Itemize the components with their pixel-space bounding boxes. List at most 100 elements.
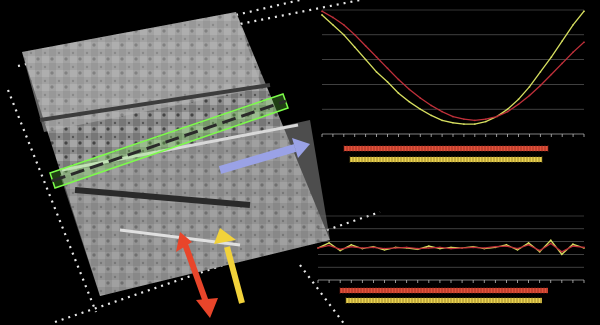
series-1-point	[328, 241, 330, 244]
series-2-point	[339, 248, 342, 251]
series-1-point	[408, 100, 411, 103]
dotted-line-bottom	[54, 210, 381, 324]
series-1-point	[441, 119, 443, 122]
chart-bottom-bars	[339, 287, 548, 304]
dotted-line-left	[6, 89, 98, 313]
series-1-point	[339, 249, 342, 252]
series-2-point	[372, 246, 375, 249]
aerial-photo	[22, 12, 330, 296]
series-1-point	[332, 23, 334, 26]
series-1-point	[528, 85, 531, 88]
series-1-point	[397, 92, 400, 94]
series-1-point	[484, 120, 487, 123]
series-1-point	[549, 239, 552, 242]
series-1-point	[419, 108, 422, 111]
series-2-point	[427, 247, 430, 249]
red-band	[340, 288, 548, 293]
dotted-line-bottom-right	[299, 264, 346, 325]
dotted-guide-lines	[6, 0, 381, 325]
series-1-point	[450, 246, 452, 249]
series-2-point	[450, 247, 452, 250]
chart-top	[321, 9, 585, 163]
chart-bottom-series	[317, 239, 585, 256]
series-2-point	[408, 88, 411, 91]
series-2-point	[463, 118, 465, 121]
series-1-point	[561, 40, 564, 42]
transect-arrow	[218, 138, 310, 174]
series-2-point	[483, 247, 486, 249]
series-2-point	[452, 115, 454, 118]
series-2-point	[550, 73, 553, 76]
yellow-arrow	[214, 228, 245, 304]
series-1-point	[506, 108, 509, 111]
series-1-point	[572, 23, 574, 26]
series-2-point	[583, 246, 585, 249]
series-1-point	[583, 10, 585, 13]
series-2-point	[473, 119, 476, 122]
series-1-point	[463, 123, 465, 125]
series-2-point	[405, 246, 408, 249]
series-1-point	[439, 247, 441, 250]
series-2-point	[321, 10, 323, 13]
series-2-point	[350, 245, 353, 248]
series-2-point	[494, 245, 497, 248]
series-2-point	[361, 247, 364, 249]
series-1-point	[321, 14, 323, 16]
series-1-point	[427, 245, 430, 247]
series-2-point	[375, 56, 378, 59]
series-2-point	[539, 84, 542, 87]
series-2-point	[430, 104, 433, 107]
series-2-point	[394, 247, 397, 249]
series-1-point	[350, 243, 353, 246]
series-2-point	[528, 94, 531, 97]
series-2-point	[572, 245, 574, 247]
series-2-point	[517, 103, 520, 106]
series-1-point	[560, 253, 563, 256]
series-2-point	[461, 247, 463, 249]
series-2-point	[416, 247, 419, 250]
series-line-1	[321, 10, 585, 125]
series-2-point	[332, 16, 334, 19]
series-1-point	[517, 98, 520, 101]
series-1-point	[550, 56, 553, 59]
series-2-point	[549, 242, 552, 245]
series-1-point	[473, 123, 476, 125]
chart-top-series	[321, 10, 585, 125]
series-2-point	[506, 110, 509, 113]
series-2-point	[342, 23, 345, 26]
series-1-point	[539, 71, 542, 73]
chart-bottom	[317, 215, 585, 304]
runway-highlight	[49, 93, 289, 189]
series-2-point	[516, 247, 519, 250]
series-1-point	[375, 71, 378, 73]
series-2-point	[561, 62, 564, 65]
series-1-point	[516, 249, 519, 251]
series-2-point	[364, 45, 367, 47]
chart-top-bars	[343, 145, 549, 163]
series-2-point	[383, 247, 386, 250]
series-2-point	[583, 41, 585, 44]
series-1-point	[383, 249, 386, 251]
series-2-point	[419, 97, 422, 99]
series-1-point	[386, 81, 389, 83]
chart-bottom-grid	[317, 215, 585, 283]
series-1-point	[505, 243, 508, 246]
series-1-point	[538, 250, 541, 253]
series-2-point	[353, 33, 356, 36]
chart-top-grid	[321, 9, 585, 137]
series-1-point	[430, 114, 433, 117]
series-1-point	[572, 243, 574, 246]
series-2-point	[317, 247, 319, 249]
series-2-point	[560, 250, 563, 253]
series-2-point	[527, 243, 530, 246]
series-1-point	[364, 58, 367, 61]
series-2-point	[386, 67, 389, 70]
series-2-point	[484, 118, 487, 121]
dotted-line-top-right	[219, 0, 361, 30]
yellow-band	[346, 298, 542, 303]
series-1-point	[342, 33, 345, 36]
red-arrow	[176, 232, 218, 318]
series-1-point	[353, 46, 356, 49]
